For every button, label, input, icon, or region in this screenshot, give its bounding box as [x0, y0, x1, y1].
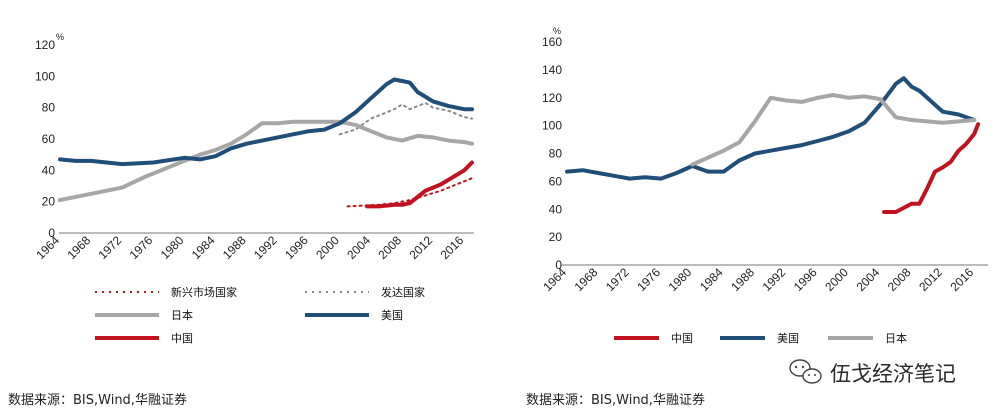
left-x-tick-label: 2008	[375, 233, 404, 262]
right-y-tick-label: 100	[542, 119, 562, 133]
left-y-tick-label: 60	[42, 132, 56, 146]
left-x-tick-label: 1968	[64, 233, 93, 262]
left-series-line-3	[58, 77, 474, 167]
right-x-tick-label: 1976	[634, 265, 663, 294]
left-x-tick-label: 1992	[251, 233, 280, 262]
left-series-line-2	[58, 119, 474, 203]
left-y-tick-label: 100	[35, 69, 55, 83]
right-source-note: 数据来源：BIS,Wind,华融证券	[526, 392, 705, 408]
left-y-tick-label: 20	[42, 195, 56, 209]
left-y-ticks: 0 20 40 60 80 100 120	[35, 38, 55, 240]
left-legend-label-1: 发达国家	[381, 285, 425, 299]
left-x-tick-label: 1976	[127, 233, 156, 262]
right-legend-label-1: 美国	[777, 332, 799, 345]
left-y-tick-label: 0	[48, 226, 55, 240]
right-chart: % 0 20 40 60 80 100 120 140 160 1964 1968 1972 1976…	[540, 26, 988, 345]
left-x-tick-label: 1964	[33, 233, 62, 262]
left-x-tick-label: 1972	[96, 233, 125, 262]
left-legend-label-0: 新兴市场国家	[171, 285, 237, 299]
right-x-tick-label: 2000	[822, 265, 851, 294]
left-y-tick-label: 40	[42, 163, 56, 177]
right-x-tick-label: 1972	[603, 265, 632, 294]
right-series-line-1	[565, 76, 977, 181]
left-x-tick-label: 1996	[282, 233, 311, 262]
wechat-icon	[789, 359, 822, 384]
watermark-text: 伍戈经济笔记	[830, 362, 956, 386]
right-x-tick-label: 2008	[885, 265, 914, 294]
right-x-tick-label: 1964	[540, 265, 569, 294]
right-legend-label-0: 中国	[671, 332, 693, 345]
right-x-tick-label: 1968	[572, 265, 601, 294]
right-y-ticks: 0 20 40 60 80 100 120 140 160	[542, 35, 562, 272]
right-y-tick-label: 0	[555, 258, 562, 272]
right-x-tick-label: 2016	[948, 265, 977, 294]
right-legend-label-2: 日本	[885, 331, 907, 345]
right-y-tick-label: 160	[542, 35, 562, 49]
left-x-tick-label: 2016	[438, 233, 467, 262]
left-series-line-4	[365, 160, 474, 209]
right-y-tick-label: 140	[542, 63, 562, 77]
right-x-tick-label: 1992	[760, 265, 789, 294]
right-x-tick-label: 1984	[697, 265, 726, 294]
right-x-tick-label: 1988	[728, 265, 757, 294]
left-source-note: 数据来源：BIS,Wind,华融证券	[8, 392, 187, 408]
right-y-tick-label: 40	[549, 202, 563, 216]
left-x-tick-label: 1984	[189, 233, 218, 262]
right-y-tick-label: 120	[542, 91, 562, 105]
right-y-tick-label: 20	[549, 230, 563, 244]
left-legend-label-2: 日本	[171, 308, 193, 322]
right-y-tick-label: 60	[549, 174, 563, 188]
watermark: 伍戈经济笔记	[789, 359, 956, 386]
left-x-ticks: 1964 1968 1972 1976 1980 1984 1988 1992 1996 2000…	[33, 233, 466, 262]
left-y-tick-label: 80	[42, 101, 56, 115]
right-x-tick-label: 2004	[854, 265, 883, 294]
left-y-tick-label: 120	[35, 38, 55, 52]
left-x-tick-label: 2000	[313, 233, 342, 262]
left-series-line-1	[338, 102, 473, 136]
right-x-ticks: 1964 1968 1972 1976 1980 1984 1988 1992 1996 2000…	[540, 265, 976, 294]
right-x-tick-label: 2012	[916, 265, 945, 294]
left-legend-label-4: 中国	[171, 332, 193, 345]
left-x-tick-label: 2012	[406, 233, 435, 262]
right-x-tick-label: 1980	[666, 265, 695, 294]
left-x-tick-label: 2004	[344, 233, 373, 262]
left-unit-label: %	[56, 32, 64, 42]
left-legend-label-3: 美国	[381, 309, 403, 322]
right-series-line-0	[882, 122, 981, 214]
right-legend: 中国 美国 日本	[614, 331, 907, 345]
right-y-tick-label: 80	[549, 147, 563, 161]
left-x-tick-label: 1980	[158, 233, 187, 262]
right-series-line-2	[690, 93, 977, 167]
right-series-lines	[565, 76, 981, 214]
left-x-tick-label: 1988	[220, 233, 249, 262]
right-unit-label: %	[553, 26, 561, 36]
left-series-lines	[58, 77, 474, 209]
right-x-tick-label: 1996	[791, 265, 820, 294]
